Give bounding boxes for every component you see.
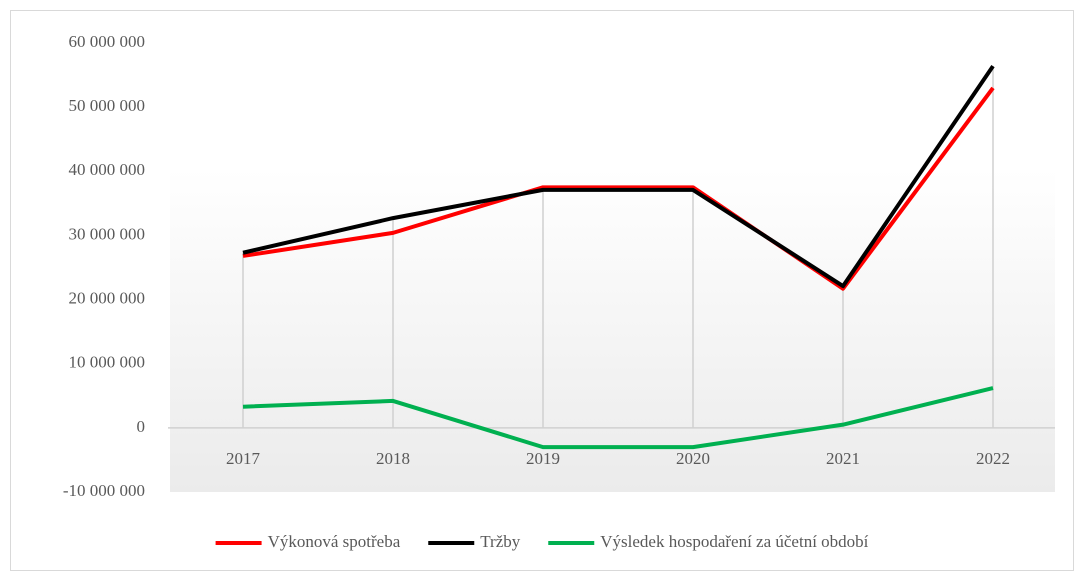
x-tick-label: 2019 (526, 449, 560, 468)
plot-area (170, 30, 1055, 492)
series-line (242, 64, 995, 289)
legend-label: Výsledek hospodaření za účetní období (600, 532, 868, 551)
y-tick-label: 0 (137, 417, 146, 436)
y-tick-label: -10 000 000 (63, 481, 145, 500)
x-tick-label: 2020 (676, 449, 710, 468)
y-tick-label: 10 000 000 (69, 353, 146, 372)
series-line (242, 86, 995, 291)
y-tick-label: 30 000 000 (69, 224, 146, 243)
y-tick-label: 20 000 000 (69, 288, 146, 307)
legend-label: Výkonová spotřeba (268, 532, 401, 551)
x-tick-label: 2022 (976, 449, 1010, 468)
x-tick-label: 2017 (226, 449, 261, 468)
legend-label: Tržby (480, 532, 520, 551)
x-tick-label: 2018 (376, 449, 410, 468)
y-tick-label: 60 000 000 (69, 32, 146, 51)
y-tick-label: 40 000 000 (69, 160, 146, 179)
y-tick-label: 50 000 000 (69, 96, 146, 115)
series-line (242, 386, 994, 450)
x-tick-label: 2021 (826, 449, 860, 468)
